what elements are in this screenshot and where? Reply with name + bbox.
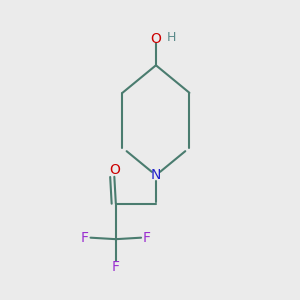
Text: F: F bbox=[81, 231, 88, 245]
Text: F: F bbox=[143, 231, 151, 245]
Text: O: O bbox=[109, 163, 120, 177]
Text: H: H bbox=[167, 32, 177, 44]
Text: O: O bbox=[151, 32, 161, 46]
Text: F: F bbox=[112, 260, 120, 274]
Text: N: N bbox=[151, 168, 161, 182]
